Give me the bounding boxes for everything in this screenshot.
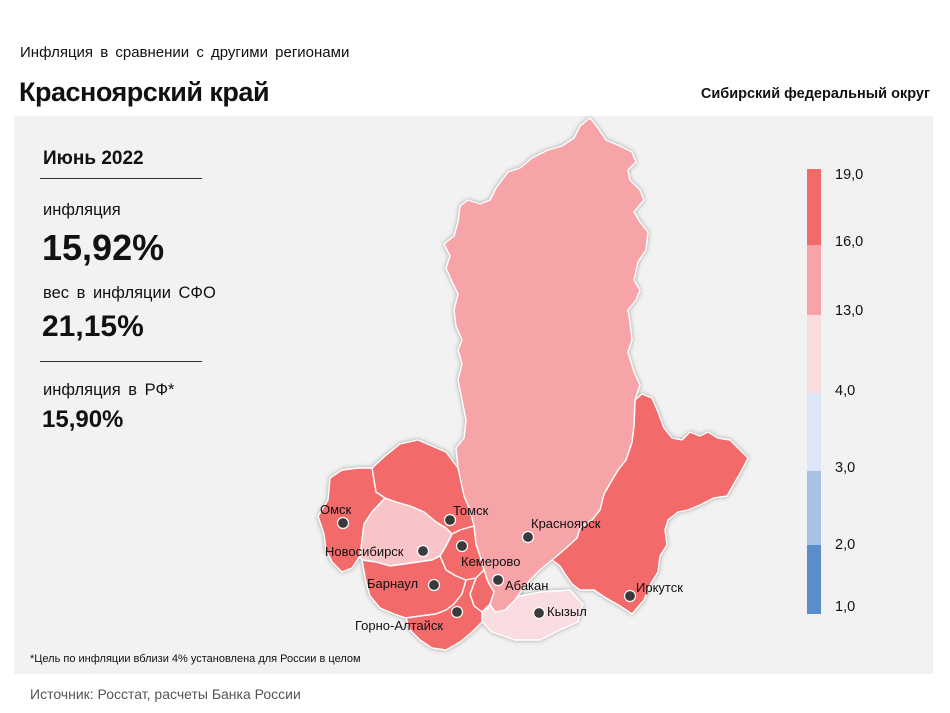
city-dot-tomsk: [443, 513, 457, 527]
legend-swatch-13-16: [807, 245, 821, 315]
region-altai-republic: [405, 577, 483, 651]
legend-tick: 19,0: [835, 167, 864, 183]
city-dot-barnaul: [427, 578, 441, 592]
city-dot-irkutsk: [623, 589, 637, 603]
weight-value: 21,15%: [42, 310, 144, 343]
chart-subtitle: Инфляция в сравнении с другими регионами: [20, 44, 350, 61]
inflation-label: инфляция: [43, 201, 121, 219]
legend-swatch-16-19: [807, 169, 821, 245]
period-label: Июнь 2022: [43, 148, 144, 169]
district-name: Сибирский федеральный округ: [700, 86, 930, 102]
legend-tick: 4,0: [835, 383, 856, 399]
legend-tick: 1,0: [835, 599, 856, 615]
city-label-barnaul: Барнаул: [367, 576, 418, 591]
city-label-krasnoyarsk: Красноярск: [531, 516, 601, 531]
region-title: Красноярский край: [19, 77, 270, 107]
city-label-tomsk: Томск: [453, 503, 489, 518]
city-dot-novosibirsk: [416, 544, 430, 558]
city-label-irkutsk: Иркутск: [636, 580, 683, 595]
city-dot-kyzyl: [532, 606, 546, 620]
legend-swatch-4-13: [807, 315, 821, 393]
legend-bar: [807, 169, 821, 614]
city-label-omsk: Омск: [320, 502, 352, 517]
legend-swatch-2-3: [807, 471, 821, 545]
rf-inflation-label: инфляция в РФ*: [43, 381, 175, 399]
divider-bottom: [40, 361, 202, 362]
city-label-novosibirsk: Новосибирск: [325, 544, 404, 559]
city-dot-krasnoyarsk: [521, 530, 535, 544]
legend-tick: 16,0: [835, 234, 864, 250]
city-label-gorno-altaysk: Горно-Алтайск: [355, 618, 443, 633]
city-dot-gorno-altaysk: [450, 605, 464, 619]
rf-inflation-value: 15,90%: [42, 406, 124, 433]
inflation-value: 15,92%: [42, 227, 165, 268]
legend-tick: 3,0: [835, 460, 856, 476]
city-label-kemerovo: Кемерово: [461, 554, 520, 569]
region-krasnoyarsk[interactable]: [443, 117, 649, 613]
legend-tick: 13,0: [835, 303, 864, 319]
city-dot-kemerovo: [455, 539, 469, 553]
legend-swatch-3-4: [807, 393, 821, 471]
city-label-abakan: Абакан: [505, 578, 548, 593]
legend-swatch-1-2: [807, 545, 821, 614]
legend-tick: 2,0: [835, 537, 856, 553]
source-note: Источник: Росстат, расчеты Банка России: [30, 686, 301, 702]
city-dot-omsk: [336, 516, 350, 530]
footnote: *Цель по инфляции вблизи 4% установлена …: [30, 653, 361, 665]
city-dot-abakan: [491, 573, 505, 587]
city-label-kyzyl: Кызыл: [547, 604, 587, 619]
divider-top: [40, 178, 202, 179]
weight-label: вес в инфляции СФО: [43, 284, 216, 302]
